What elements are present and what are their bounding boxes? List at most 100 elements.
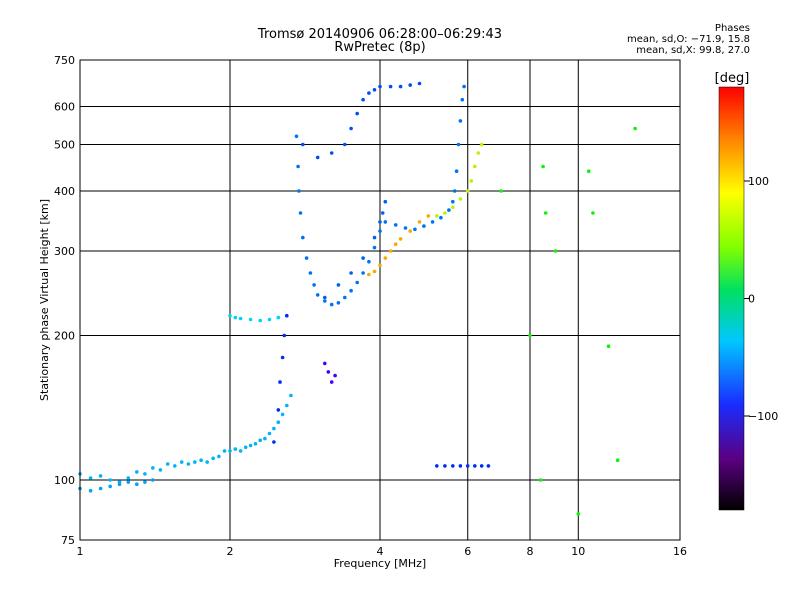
data-point [333, 373, 337, 378]
data-point [135, 470, 139, 474]
data-point [553, 249, 558, 253]
data-point [248, 443, 253, 448]
data-point [378, 220, 382, 224]
data-point [541, 164, 545, 169]
data-point [447, 208, 451, 212]
data-point [308, 271, 313, 275]
data-point [460, 97, 465, 102]
data-point [217, 454, 221, 459]
data-point [378, 229, 382, 233]
data-point [349, 288, 353, 293]
colorbar-tick-label: −100 [748, 410, 778, 423]
data-point [329, 380, 334, 384]
data-point [98, 486, 103, 491]
x-axis-label: Frequency [MHz] [334, 557, 426, 570]
data-point [403, 226, 408, 230]
y-tick-label: 750 [54, 54, 75, 67]
data-point [151, 466, 155, 470]
data-point [98, 474, 103, 478]
data-point [587, 169, 591, 173]
data-point [473, 164, 477, 169]
y-tick-label: 300 [54, 245, 75, 258]
data-point [458, 197, 463, 201]
data-point [367, 272, 371, 277]
data-point [276, 420, 281, 425]
data-point [451, 199, 455, 204]
x-tick-labels: 1 2 4 6 8 10 16 [77, 545, 688, 558]
data-point [372, 269, 377, 274]
data-point [165, 462, 170, 466]
data-point [158, 468, 163, 472]
data-point [323, 361, 327, 366]
data-point [329, 151, 334, 155]
y-axis-label: Stationary phase Virtual Height [km] [38, 199, 51, 401]
stats-title: Phases [714, 23, 750, 34]
y-tick-label: 400 [54, 185, 75, 198]
data-point [211, 456, 215, 461]
data-point [343, 295, 347, 300]
data-point [439, 215, 443, 220]
data-point [388, 84, 393, 89]
data-point [323, 299, 327, 303]
data-point [367, 91, 371, 95]
data-point [451, 205, 455, 210]
data-point [326, 370, 331, 374]
data-point [272, 426, 276, 431]
data-point [258, 318, 263, 323]
data-point [372, 245, 377, 250]
data-point [458, 464, 463, 468]
data-point [276, 315, 281, 320]
data-point [452, 189, 457, 193]
data-point [538, 478, 543, 482]
data-point [263, 436, 267, 441]
data-point [238, 449, 243, 453]
data-point [349, 126, 353, 131]
data-point [451, 464, 455, 468]
data-point [267, 431, 272, 436]
data-point [443, 464, 447, 468]
data-point [248, 317, 253, 322]
data-point [398, 237, 403, 241]
data-point [285, 403, 289, 408]
data-point [528, 333, 532, 338]
data-point [117, 482, 122, 487]
data-point [465, 189, 470, 193]
data-point [336, 301, 341, 305]
stats-x-mode: mean, sd,X: 99.8, 27.0 [636, 45, 750, 56]
grid-lines [79, 59, 681, 541]
data-point [267, 317, 272, 322]
data-point [228, 313, 232, 318]
data-point [297, 189, 301, 193]
y-tick-label: 75 [61, 534, 75, 547]
data-point [301, 142, 305, 147]
data-point [383, 256, 388, 260]
data-point [408, 229, 413, 233]
data-point [315, 155, 320, 160]
data-point [298, 211, 303, 215]
data-point [393, 242, 398, 246]
data-point [258, 438, 263, 443]
x-tick-label: 16 [673, 545, 687, 558]
data-point [476, 151, 481, 155]
data-point [336, 283, 341, 287]
data-point [469, 179, 474, 183]
data-point [479, 142, 484, 147]
data-point [606, 344, 611, 349]
data-point [238, 316, 243, 321]
data-point [228, 449, 232, 453]
data-point [301, 235, 305, 240]
data-point [422, 224, 426, 228]
data-point [458, 119, 463, 123]
data-point [151, 478, 155, 482]
data-point [388, 249, 393, 253]
data-point [398, 84, 403, 89]
data-point [294, 134, 299, 139]
data-point [591, 211, 595, 215]
data-point [88, 488, 93, 493]
data-point [361, 271, 365, 275]
data-point [323, 295, 327, 300]
data-point [126, 480, 131, 484]
y-tick-label: 100 [54, 474, 75, 487]
data-point [462, 84, 466, 89]
colorbar [718, 86, 745, 511]
